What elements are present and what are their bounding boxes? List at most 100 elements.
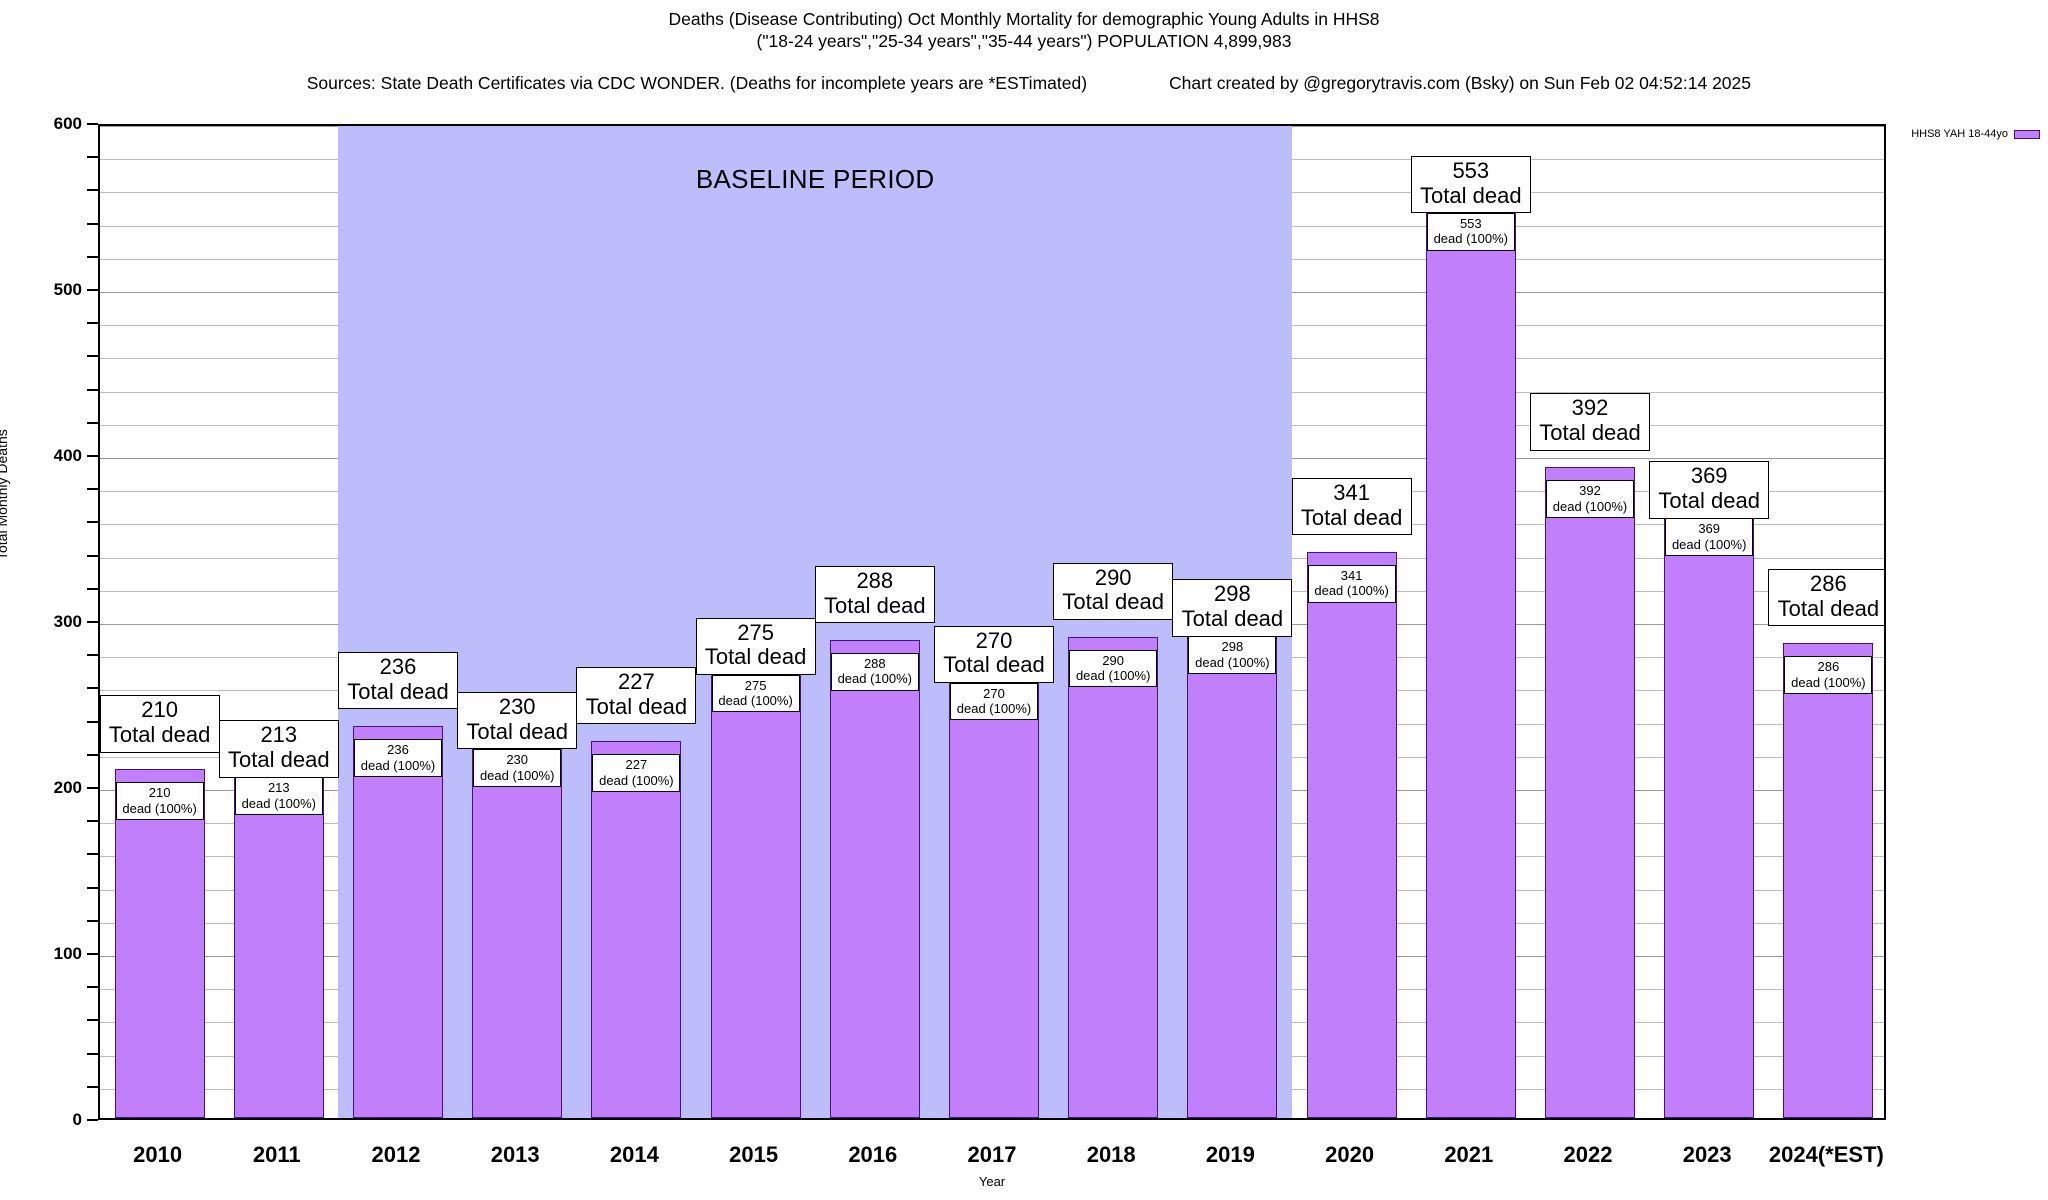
- bar-inner-label: 213 dead (100%): [234, 777, 323, 816]
- x-axis-tick-label: 2016: [848, 1142, 898, 1167]
- bar[interactable]: [353, 726, 443, 1118]
- y-axis-tick-label: 600: [53, 114, 82, 133]
- bar-total-text: Total dead: [228, 747, 330, 773]
- bar[interactable]: [1306, 551, 1397, 1118]
- y-axis-tick-mark: [87, 654, 98, 657]
- y-axis-tick-mark: [87, 621, 98, 623]
- bar-inner-value: 227: [625, 757, 648, 773]
- x-axis-tick-label: 2020: [1325, 1142, 1375, 1167]
- bar[interactable]: [1783, 643, 1874, 1118]
- bar-inner-label: 275 dead (100%): [711, 674, 800, 713]
- bar-total-value: 227: [618, 669, 655, 695]
- y-axis-tick-mark: [87, 222, 98, 225]
- y-axis-tick-mark: [87, 986, 98, 989]
- bar[interactable]: [1068, 636, 1159, 1118]
- bar[interactable]: [949, 669, 1039, 1118]
- y-axis-tick-mark: [87, 455, 98, 457]
- bar[interactable]: [1425, 200, 1516, 1118]
- bar-inner-value: 236: [387, 742, 409, 758]
- y-axis-tick-mark: [87, 1052, 98, 1055]
- bar-total-label: 227 Total dead: [576, 667, 697, 725]
- bar-inner-value: 286: [1817, 659, 1840, 675]
- bar[interactable]: [1664, 505, 1755, 1118]
- bar-inner-text: dead (100%): [837, 671, 913, 687]
- bar-inner-value: 275: [744, 677, 767, 693]
- y-axis-title: Total Monthly Deaths: [0, 429, 10, 560]
- bar-total-value: 230: [498, 694, 536, 720]
- bar-total-label: 275 Total dead: [695, 617, 816, 675]
- bar-inner-label: 286 dead (100%): [1784, 656, 1873, 694]
- x-axis-tick-label: 2023: [1682, 1142, 1732, 1167]
- x-axis-tick-label: 2021: [1444, 1142, 1494, 1167]
- y-axis-tick-mark: [87, 355, 98, 358]
- bar-total-value: 392: [1571, 395, 1609, 421]
- bar-inner-label: 369 dead (100%): [1665, 518, 1754, 557]
- x-axis-tick-label: 2019: [1205, 1142, 1255, 1167]
- y-axis-tick-mark: [87, 687, 98, 690]
- y-axis-tick-mark: [87, 753, 98, 756]
- bar[interactable]: [472, 736, 563, 1118]
- bar-total-label: 298 Total dead: [1172, 579, 1293, 637]
- bar-inner-text: dead (100%): [1195, 654, 1270, 670]
- bar-inner-value: 298: [1221, 639, 1244, 655]
- bar[interactable]: [829, 639, 920, 1118]
- bar-inner-value: 392: [1579, 483, 1601, 499]
- bar-inner-text: dead (100%): [1671, 536, 1747, 552]
- bar-total-value: 341: [1333, 479, 1370, 505]
- bar[interactable]: [233, 764, 324, 1118]
- bar-total-value: 286: [1810, 571, 1847, 597]
- bar-total-value: 553: [1452, 158, 1490, 184]
- y-axis-tick-mark: [87, 123, 98, 125]
- bar-total-text: Total dead: [943, 652, 1045, 678]
- bar-inner-label: 236 dead (100%): [354, 739, 442, 777]
- bar-total-label: 290 Total dead: [1053, 562, 1174, 620]
- bar[interactable]: [1187, 623, 1278, 1118]
- bar-total-text: Total dead: [1300, 504, 1403, 530]
- y-axis-tick-mark: [87, 886, 98, 889]
- y-axis-tick-label: 100: [53, 944, 82, 963]
- y-axis-tick-mark: [87, 853, 98, 856]
- bar-total-value: 236: [379, 654, 417, 680]
- y-axis-tick-mark: [87, 787, 98, 789]
- bar-total-label: 369 Total dead: [1649, 461, 1770, 519]
- x-axis-title: Year: [978, 1174, 1006, 1189]
- bar-inner-label: 298 dead (100%): [1188, 636, 1277, 674]
- bar-inner-label: 392 dead (100%): [1546, 480, 1634, 518]
- y-axis-tick-mark: [87, 587, 98, 590]
- x-axis-tick-label: 2022: [1563, 1142, 1613, 1167]
- bar-inner-value: 230: [506, 752, 529, 768]
- bar-total-value: 210: [141, 697, 178, 723]
- bar-inner-label: 230 dead (100%): [473, 749, 562, 787]
- y-axis-tick-mark: [87, 820, 98, 823]
- bar-total-label: 392 Total dead: [1530, 393, 1650, 451]
- bar[interactable]: [114, 769, 205, 1118]
- legend-label: HHS8 YAH 18-44yo: [1911, 128, 2008, 140]
- bar-total-text: Total dead: [1062, 589, 1164, 615]
- y-axis-tick-mark: [87, 388, 98, 391]
- chart-subtitle-row: Sources: State Death Certificates via CD…: [0, 52, 2048, 94]
- y-axis-tick-mark: [87, 255, 98, 258]
- y-axis-tick-mark: [87, 1085, 98, 1088]
- chart-title-block: Deaths (Disease Contributing) Oct Monthl…: [0, 8, 2048, 53]
- bar-total-label: 270 Total dead: [934, 625, 1054, 684]
- chart-sources-text: Sources: State Death Certificates via CD…: [306, 73, 1088, 93]
- bar[interactable]: [1545, 467, 1635, 1118]
- y-axis-tick-mark: [87, 289, 98, 291]
- y-axis-tick-label: 400: [53, 446, 82, 465]
- y-axis-tick-mark: [87, 488, 98, 491]
- bar-inner-label: 270 dead (100%): [950, 682, 1038, 721]
- chart-credit-text: Chart created by @gregorytravis.com (Bsk…: [1169, 73, 1751, 93]
- bar-total-label: 288 Total dead: [814, 565, 935, 624]
- y-axis-tick-mark: [87, 554, 98, 557]
- bar-inner-text: dead (100%): [718, 692, 793, 708]
- bar[interactable]: [591, 741, 682, 1118]
- bar-inner-text: dead (100%): [956, 701, 1032, 717]
- bar-total-text: Total dead: [1181, 605, 1284, 631]
- bar-total-label: 230 Total dead: [457, 692, 578, 750]
- bar[interactable]: [710, 661, 801, 1118]
- legend-swatch-icon: [2014, 129, 2040, 139]
- bar-total-text: Total dead: [585, 693, 688, 719]
- y-axis-tick-mark: [87, 1019, 98, 1022]
- x-axis-tick-label: 2018: [1086, 1142, 1136, 1167]
- bar-inner-text: dead (100%): [1791, 674, 1866, 690]
